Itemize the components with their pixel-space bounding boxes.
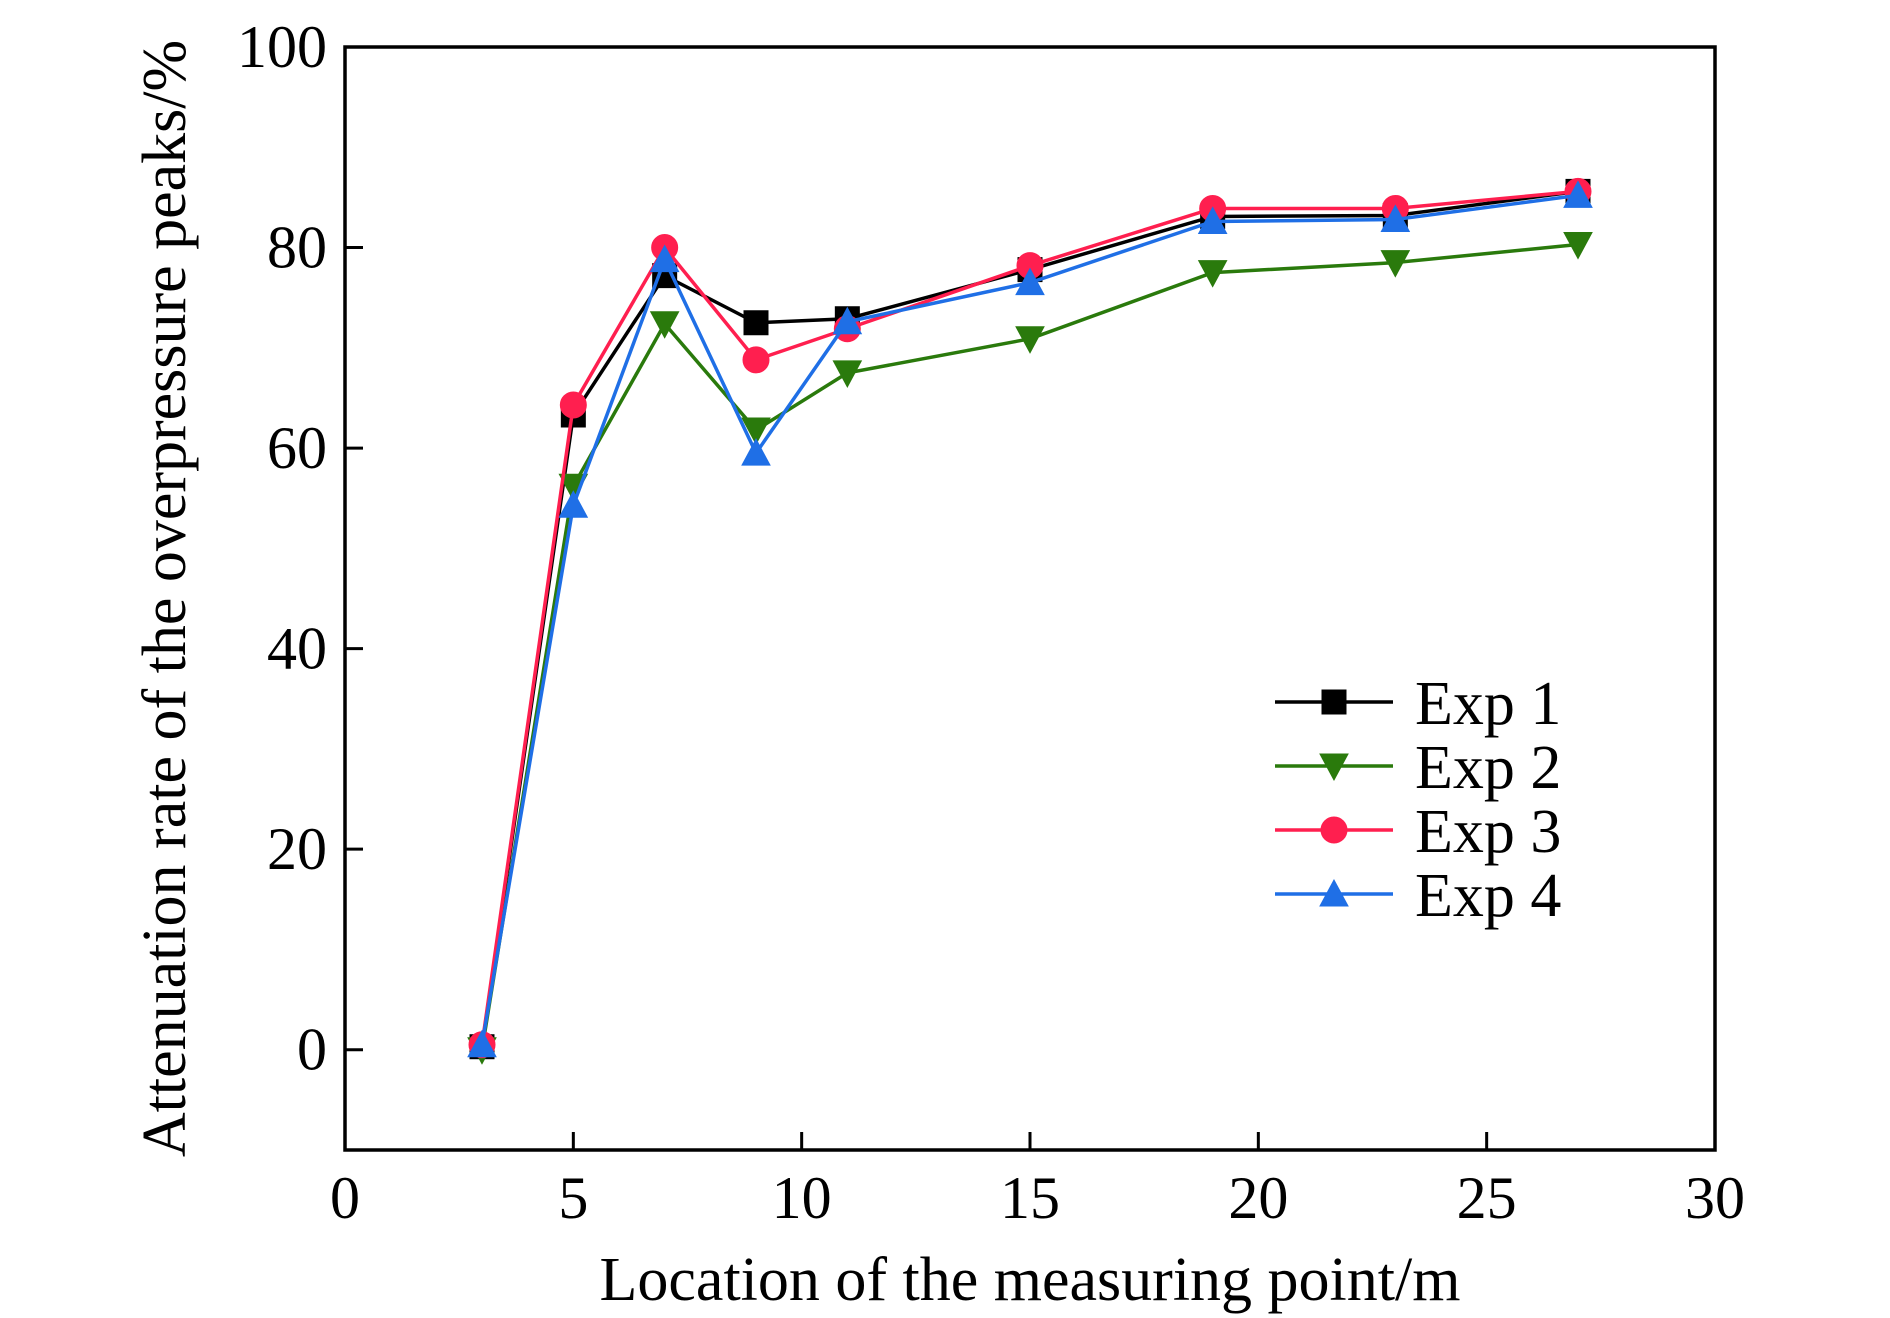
x-tick-label: 10	[772, 1165, 832, 1231]
data-point	[832, 360, 863, 388]
data-point	[1563, 180, 1593, 208]
data-point	[559, 391, 587, 419]
data-point	[1197, 260, 1228, 288]
y-tick-label: 0	[297, 1017, 327, 1083]
legend-marker	[1319, 753, 1349, 782]
x-tick-label: 30	[1685, 1165, 1745, 1231]
series-layer	[467, 177, 1593, 1065]
y-tick-label: 100	[237, 14, 327, 80]
data-point	[558, 490, 589, 518]
data-point	[743, 310, 769, 336]
x-tick-label: 20	[1228, 1165, 1288, 1231]
y-tick-label: 60	[267, 415, 327, 481]
data-point	[1563, 232, 1593, 260]
legend-label: Exp 3	[1415, 798, 1561, 866]
legend-marker	[1321, 689, 1347, 715]
data-point	[649, 244, 680, 273]
data-point	[1197, 206, 1228, 234]
ticks-layer: 0 5 10 15 20 25 30 0 20 40 60 80 100	[237, 14, 1745, 1231]
y-tick-label: 40	[267, 616, 327, 682]
x-axis-label: Location of the measuring point/m	[600, 1246, 1461, 1314]
data-point	[649, 311, 680, 339]
y-tick-label: 20	[267, 816, 327, 882]
series-4	[467, 180, 1593, 1058]
legend-label: Exp 1	[1415, 670, 1561, 738]
data-point	[1380, 204, 1411, 232]
legend-item: Exp 2	[1275, 734, 1561, 802]
legend-label: Exp 2	[1415, 734, 1561, 802]
x-tick-label: 5	[558, 1165, 588, 1231]
y-tick-label: 80	[267, 215, 327, 281]
legend-marker	[1320, 816, 1348, 844]
legend-item: Exp 4	[1275, 862, 1561, 930]
data-point	[741, 438, 771, 466]
legend-item: Exp 1	[1275, 670, 1561, 738]
data-point	[1380, 250, 1411, 278]
legend-marker	[1319, 878, 1349, 907]
data-point	[1015, 267, 1045, 296]
data-point	[741, 417, 771, 446]
data-point	[467, 1029, 497, 1058]
data-point	[832, 306, 863, 335]
legend-label: Exp 4	[1415, 862, 1561, 930]
data-point	[1015, 326, 1045, 354]
data-point	[742, 346, 770, 374]
y-axis-label: Attenuation rate of the overpressure pea…	[131, 40, 199, 1157]
x-tick-label: 25	[1457, 1165, 1517, 1231]
x-tick-label: 0	[330, 1165, 360, 1231]
x-tick-label: 15	[1000, 1165, 1060, 1231]
legend-item: Exp 3	[1275, 798, 1561, 866]
